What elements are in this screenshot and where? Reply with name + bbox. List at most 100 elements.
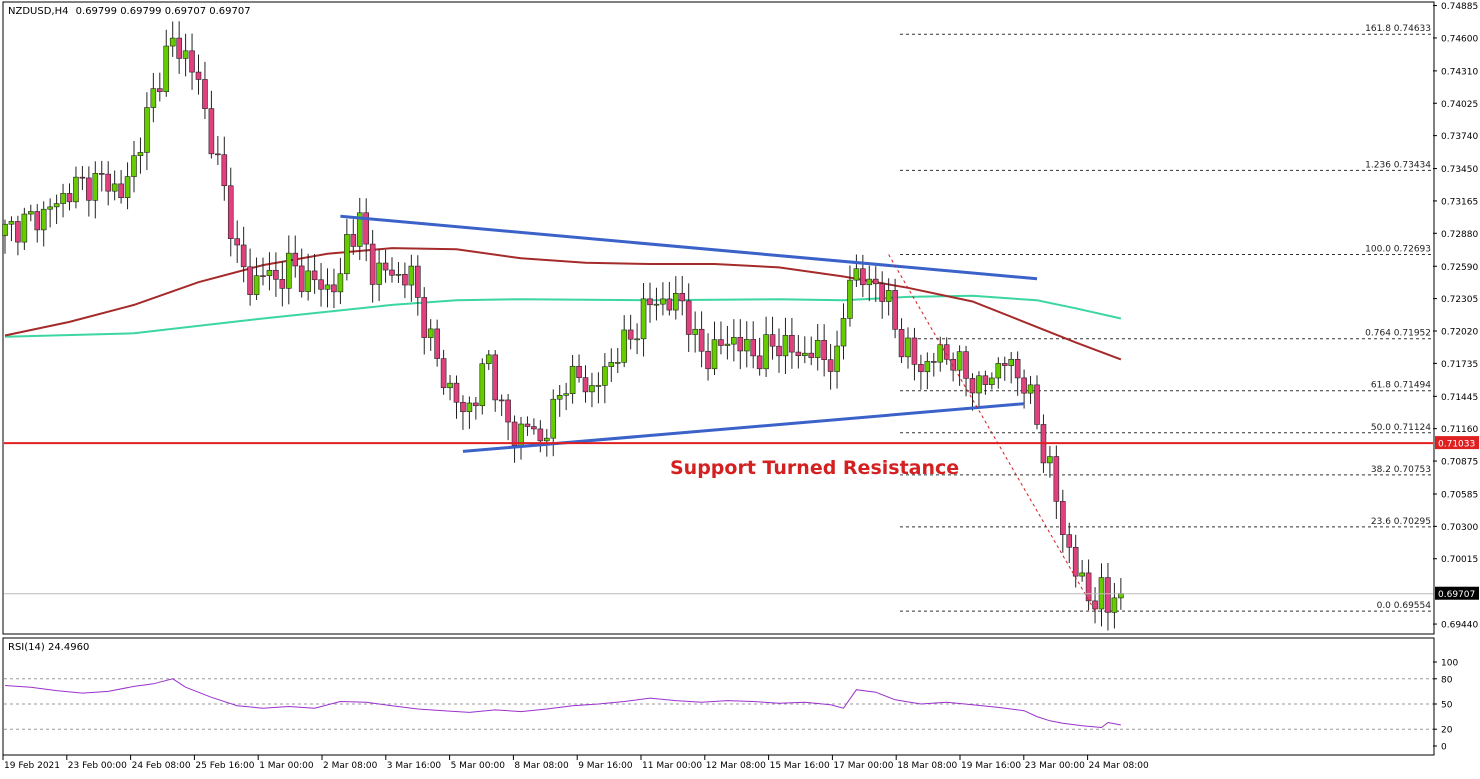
rsi-tick-label: 50 [1441, 701, 1453, 711]
candle-body [756, 355, 763, 370]
price-axis: 0.74885 0.74600 0.74310 0.74025 0.73740 0.734… [1433, 2, 1478, 631]
candle-body [614, 362, 621, 364]
candle-body [724, 343, 731, 346]
candle-body [1060, 501, 1066, 535]
candle-body [34, 211, 41, 231]
price-tick-label: 0.71735 [1441, 360, 1478, 370]
candle-body [8, 221, 15, 225]
candle-body [930, 361, 937, 363]
candle-body [421, 297, 428, 338]
candle-body [885, 290, 892, 302]
candle-body [144, 107, 150, 153]
candle-body [337, 273, 344, 293]
candle-body [234, 238, 240, 246]
candle-body [447, 382, 453, 389]
candle-body [150, 88, 157, 108]
candle-body [105, 173, 111, 192]
candle-body [40, 208, 47, 231]
candle-body [227, 185, 234, 239]
time-tick-label: 18 Mar 08:00 [897, 761, 957, 771]
candle-body [131, 155, 137, 177]
candle-body [98, 173, 105, 175]
candle-body [524, 423, 531, 427]
candle-body [402, 274, 408, 286]
candle-body [569, 365, 576, 394]
candle-body [556, 395, 563, 400]
candle-body [498, 399, 505, 402]
candle-body [111, 183, 118, 192]
time-tick-label: 25 Feb 16:00 [195, 761, 254, 771]
candle-body [685, 300, 692, 335]
candle-body [640, 298, 647, 340]
candle-body [176, 37, 182, 59]
candle-body [814, 339, 821, 358]
candle-body [356, 212, 363, 247]
candle-body [808, 352, 815, 358]
candle-body [382, 262, 389, 271]
price-tick-label: 0.71160 [1441, 425, 1478, 435]
candle-body [963, 351, 969, 379]
fib-level-label: 38.2 0.70753 [1371, 465, 1431, 475]
candle-body [279, 279, 286, 289]
candle-body [1034, 384, 1040, 425]
time-tick-label: 19 Feb 2021 [4, 761, 60, 771]
candle-body [189, 50, 195, 73]
candle-body [79, 176, 86, 179]
time-tick-label: 1 Mar 00:00 [259, 761, 314, 771]
candle-body [853, 268, 860, 281]
candle-body [898, 329, 905, 358]
candle-body [537, 428, 544, 442]
candle-body [692, 328, 698, 335]
candle-body [221, 154, 228, 187]
price-tick-label: 0.70015 [1441, 555, 1478, 565]
ma-slow-line [4, 294, 1122, 338]
candle-body [350, 234, 357, 247]
candle-body [202, 79, 208, 109]
candle-body [298, 265, 305, 292]
candle-body [318, 279, 324, 290]
candle-body [776, 345, 782, 357]
time-tick-label: 8 Mar 08:00 [514, 761, 569, 771]
fib-level-label: 100.0 0.72693 [1365, 245, 1431, 255]
candle-body [982, 375, 989, 385]
price-tick-label: 0.74310 [1441, 67, 1478, 77]
candle-body [956, 351, 963, 371]
rsi-plot-frame [2, 637, 1435, 756]
price-tick-label: 0.74885 [1441, 2, 1478, 12]
candle-body [1066, 534, 1073, 548]
candle-body [743, 339, 750, 352]
candle-body [305, 270, 311, 292]
candle-body [273, 269, 279, 280]
price-tick-label: 0.70585 [1441, 490, 1478, 500]
rsi-tick-label: 100 [1441, 659, 1458, 669]
time-tick-label: 24 Mar 08:00 [1089, 761, 1149, 771]
candle-body [2, 223, 8, 236]
candle-body [505, 399, 511, 423]
candle-body [789, 334, 795, 353]
candle-body [118, 183, 124, 199]
candle-body [311, 270, 318, 281]
candle-body [795, 351, 802, 356]
candle-body [1008, 359, 1015, 366]
price-tick-label: 0.70875 [1441, 458, 1478, 468]
candle-body [479, 363, 486, 407]
candle-body [363, 212, 370, 245]
candle-body [634, 338, 640, 341]
candle-body [608, 362, 615, 368]
candle-body [582, 377, 589, 393]
candle-body [473, 402, 479, 407]
candle-body [324, 284, 331, 290]
rsi-tick-label: 0 [1441, 743, 1447, 753]
candle-body [563, 393, 569, 396]
candle-body [369, 243, 376, 285]
price-tick-label: 0.72305 [1441, 295, 1478, 305]
time-tick-label: 12 Mar 08:00 [706, 761, 766, 771]
candle-body [995, 363, 1002, 379]
price-tick-label: 0.73165 [1441, 197, 1478, 207]
fibonacci-levels: 161.8 0.74633 1.236 0.73434 100.0 0.72693 0… [900, 24, 1433, 612]
candle-body [705, 350, 711, 370]
time-tick-label: 2 Mar 08:00 [323, 761, 378, 771]
price-tick-label: 0.70300 [1441, 523, 1478, 533]
candle-body [427, 328, 434, 338]
